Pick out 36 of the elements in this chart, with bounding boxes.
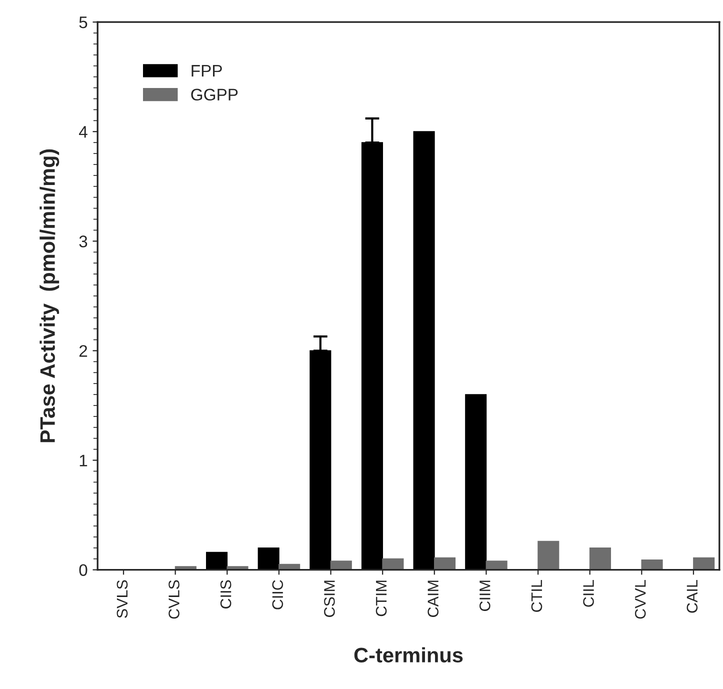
x-tick-label: CTIL	[531, 580, 542, 612]
x-tick-label: SVLS	[116, 580, 128, 618]
bar	[589, 547, 611, 570]
bar	[206, 552, 228, 570]
y-tick-label: 5	[79, 16, 88, 28]
y-axis-title: PTase Activity (pmol/min/mg)	[40, 149, 60, 442]
bar	[641, 560, 663, 570]
y-tick-label: 2	[79, 345, 88, 357]
x-tick-label: CIIS	[220, 580, 232, 608]
bar	[413, 131, 435, 570]
bar	[310, 350, 332, 570]
bar	[693, 557, 715, 570]
bar	[258, 547, 280, 570]
y-tick-label: 1	[80, 454, 88, 466]
x-tick-label: CIIM	[480, 580, 490, 611]
y-tick-label: 4	[78, 126, 88, 138]
bar	[361, 142, 384, 570]
y-tick-label: 0	[79, 564, 88, 576]
x-tick-label: CIIL	[583, 580, 594, 607]
bar	[465, 394, 487, 570]
legend-label: GGPP	[191, 88, 238, 101]
x-tick-label: CVVL	[634, 580, 646, 619]
x-tick-label: CIIC	[272, 580, 284, 610]
x-tick-label: CAIM	[428, 580, 439, 617]
x-axis-title: C-terminus	[354, 647, 463, 663]
bar	[434, 557, 456, 570]
bar	[382, 558, 404, 570]
bar	[486, 560, 508, 570]
x-tick-label: CTIM	[376, 580, 387, 616]
bar	[330, 560, 352, 570]
x-tick-label: CVLS	[168, 580, 180, 619]
y-tick-label: 3	[79, 236, 88, 248]
legend-label: FPP	[192, 65, 222, 77]
bar	[538, 540, 560, 570]
x-tick-label: CAIL	[686, 580, 698, 613]
x-tick-label: CSIM	[324, 580, 335, 617]
